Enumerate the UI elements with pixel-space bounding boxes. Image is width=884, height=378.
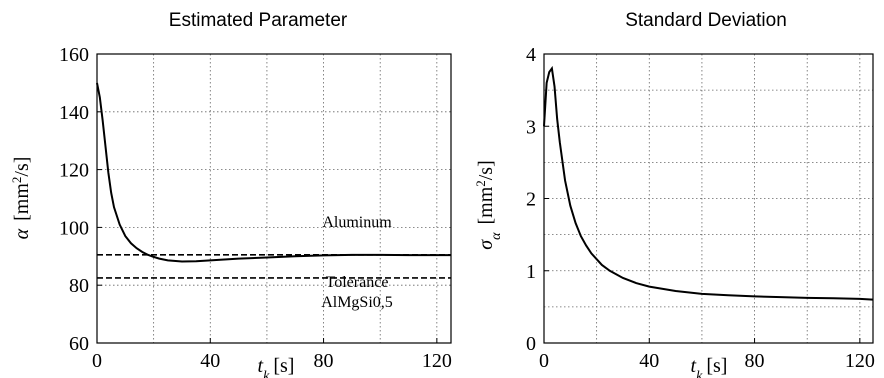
y-tick-label: 3 [526,116,536,138]
x-axis-label: tk [s] [258,355,295,378]
reference-lines [97,254,451,279]
grid [543,53,873,344]
y-tick-label: 140 [59,102,89,124]
alpha-series-line [96,82,451,263]
chart-title: Estimated Parameter [169,10,348,31]
svg-text:α[mm2/s]: α[mm2/s] [9,157,34,240]
annotation-tolerance: Tolerance [326,274,389,291]
x-tick-label: 80 [745,350,765,372]
y-axis-label: σα[mm2/s] [473,160,504,250]
y-tick-label: 80 [69,275,89,297]
annotation-alloy: AlMgSi0,5 [321,294,393,311]
y-tick-labels: 60 80 100 120 140 160 [59,44,89,355]
y-tick-label: 100 [59,217,89,239]
annotation-aluminum: Aluminum [322,214,392,231]
y-tick-label: 0 [526,333,536,355]
y-tick-labels: 0 1 2 3 4 [526,44,536,355]
grid [96,53,451,344]
x-tick-label: 120 [845,350,875,372]
x-tick-labels: 0 40 80 120 [92,350,452,372]
svg-text:σα[mm2/s]: σα[mm2/s] [473,160,504,250]
x-tick-label: 0 [92,350,102,372]
standard-deviation-chart: Standard Deviation 0 40 80 120 0 1 2 3 4 σα[mm2… [473,10,875,378]
x-tick-label: 120 [422,350,452,372]
plot-frame [543,53,874,344]
chart-title: Standard Deviation [625,10,787,31]
estimated-parameter-chart: Estimated Parameter 0 40 80 120 60 80 100 120 1… [9,10,452,378]
y-tick-label: 1 [526,261,536,283]
x-tick-label: 80 [314,350,334,372]
y-tick-label: 120 [59,160,89,182]
y-axis-label: α[mm2/s] [9,157,34,240]
y-tick-label: 4 [526,44,536,66]
x-tick-label: 40 [200,350,220,372]
sigma-series-line [543,65,874,301]
y-tick-label: 2 [526,189,536,211]
x-axis-label: tk [s] [691,355,728,378]
x-tick-label: 0 [539,350,549,372]
y-tick-label: 160 [59,44,89,66]
x-tick-label: 40 [639,350,659,372]
plot-frame [96,53,452,344]
x-tick-labels: 0 40 80 120 [539,350,875,372]
y-tick-label: 60 [69,333,89,355]
